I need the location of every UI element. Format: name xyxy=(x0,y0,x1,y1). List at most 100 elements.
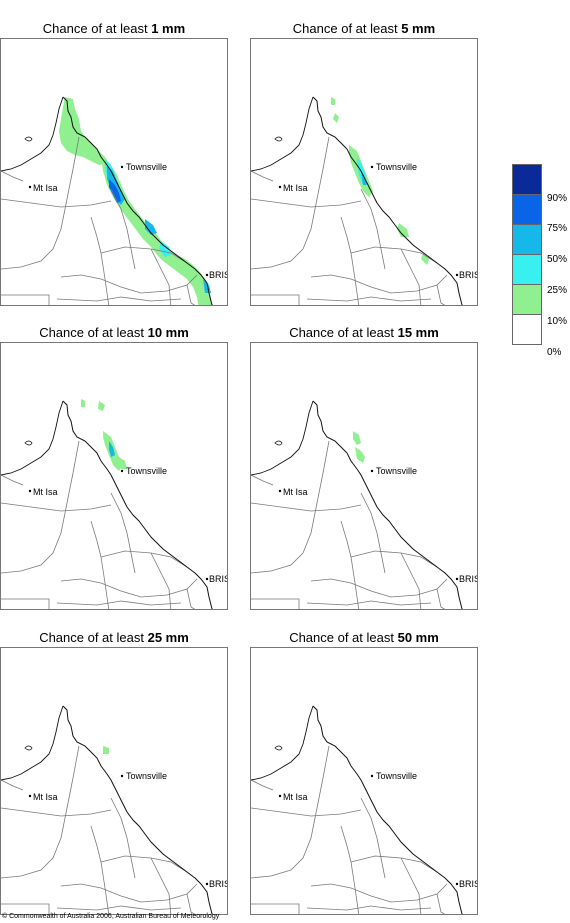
rainfall-probability-area xyxy=(355,447,365,463)
region-boundary xyxy=(340,520,360,609)
brisbane-marker xyxy=(455,882,459,886)
mt-isa-label: Mt Isa xyxy=(283,183,308,193)
region-boundary xyxy=(306,296,432,302)
region-boundary xyxy=(56,600,182,606)
map-svg: Townsville Mt Isa BRIS xyxy=(251,705,477,914)
island-outline xyxy=(274,440,283,446)
legend-label-10: 10% xyxy=(547,316,568,327)
map-svg: Townsville Mt Isa BRIS xyxy=(1,705,227,914)
mt-isa-label: Mt Isa xyxy=(33,487,58,497)
region-boundary xyxy=(100,855,188,873)
region-boundary xyxy=(1,170,24,182)
gulf-coastline xyxy=(251,96,314,172)
panel-title-5mm: Chance of at least 5 mm xyxy=(292,21,436,36)
region-boundary xyxy=(251,440,330,574)
region-boundary xyxy=(251,903,300,914)
region-boundary xyxy=(90,216,110,305)
panel-title-1mm: Chance of at least 1 mm xyxy=(42,21,186,36)
east-coastline xyxy=(312,96,463,305)
legend-swatch-10-25 xyxy=(512,284,542,315)
gulf-coastline xyxy=(1,96,64,172)
copyright-notice: © Commonwealth of Australia 2006, Austra… xyxy=(2,913,220,920)
rainfall-probability-area xyxy=(81,399,85,407)
region-boundary xyxy=(60,274,198,294)
region-boundary xyxy=(310,578,448,598)
region-boundary xyxy=(60,883,198,903)
townsville-marker xyxy=(120,165,124,169)
townsville-label: Townsville xyxy=(376,771,417,781)
region-boundary xyxy=(340,216,360,305)
legend-label-25: 25% xyxy=(547,285,568,296)
rainfall-probability-area xyxy=(109,179,121,203)
brisbane-marker xyxy=(205,882,209,886)
region-boundary xyxy=(1,474,24,486)
mt-isa-label: Mt Isa xyxy=(33,792,58,802)
region-boundary xyxy=(251,294,300,305)
gulf-coastline xyxy=(251,705,314,781)
panel-title-25mm: Chance of at least 25 mm xyxy=(39,630,189,645)
map-panel-1mm: Townsville Mt Isa BRIS xyxy=(0,38,228,306)
map-svg: Townsville Mt Isa BRIS xyxy=(251,400,478,609)
brisbane-marker xyxy=(455,577,459,581)
gulf-coastline xyxy=(1,705,64,781)
region-boundary xyxy=(1,502,112,512)
region-boundary xyxy=(400,248,422,305)
rainfall-probability-area xyxy=(353,431,361,445)
region-boundary xyxy=(350,855,438,873)
region-boundary xyxy=(1,294,50,305)
rainfall-probability-area xyxy=(107,165,125,205)
region-boundary xyxy=(1,807,112,817)
region-boundary xyxy=(90,825,110,914)
legend-label-75: 75% xyxy=(547,223,568,234)
region-boundary xyxy=(1,198,112,208)
region-boundary xyxy=(251,502,362,512)
legend-swatch-0-10 xyxy=(512,314,542,345)
region-boundary xyxy=(150,248,172,305)
region-boundary xyxy=(251,598,300,609)
brisbane-marker xyxy=(455,273,459,277)
mt-isa-label: Mt Isa xyxy=(33,183,58,193)
mt-isa-marker xyxy=(278,794,282,798)
brisbane-label: BRIS xyxy=(209,270,228,280)
region-boundary xyxy=(1,903,50,914)
mt-isa-marker xyxy=(28,489,32,493)
mt-isa-marker xyxy=(278,185,282,189)
region-boundary xyxy=(251,745,330,879)
townsville-label: Townsville xyxy=(126,466,167,476)
region-boundary xyxy=(186,284,213,305)
legend-label-50: 50% xyxy=(547,254,568,265)
brisbane-label: BRIS xyxy=(459,270,478,280)
region-boundary xyxy=(251,136,330,270)
region-boundary xyxy=(306,905,432,911)
region-boundary xyxy=(1,598,50,609)
rainfall-probability-area xyxy=(119,457,127,469)
region-boundary xyxy=(340,825,360,914)
region-boundary xyxy=(1,440,80,574)
rainfall-probability-area xyxy=(59,97,109,165)
region-boundary xyxy=(251,807,362,817)
brisbane-label: BRIS xyxy=(209,574,228,584)
region-boundary xyxy=(186,893,213,914)
rainfall-probability-area xyxy=(109,441,115,457)
legend-swatch-25-50 xyxy=(512,254,542,285)
mt-isa-marker xyxy=(28,794,32,798)
rainfall-probability-area xyxy=(103,746,109,754)
region-boundary xyxy=(150,552,172,609)
townsville-marker xyxy=(120,774,124,778)
region-boundary xyxy=(251,198,362,208)
east-coastline xyxy=(62,705,213,914)
map-svg: Townsville Mt Isa BRIS xyxy=(251,96,478,305)
east-coastline xyxy=(312,705,463,914)
rainfall-probability-area xyxy=(333,113,339,123)
mt-isa-label: Mt Isa xyxy=(283,792,308,802)
region-boundary xyxy=(110,492,136,574)
mt-isa-label: Mt Isa xyxy=(283,487,308,497)
map-panel-15mm: Townsville Mt Isa BRIS xyxy=(250,342,478,610)
brisbane-marker xyxy=(205,577,209,581)
townsville-label: Townsville xyxy=(126,162,167,172)
region-boundary xyxy=(251,779,274,791)
brisbane-label: BRIS xyxy=(459,574,478,584)
region-boundary xyxy=(56,905,182,911)
region-boundary xyxy=(251,170,274,182)
rainfall-probability-area xyxy=(145,219,157,235)
